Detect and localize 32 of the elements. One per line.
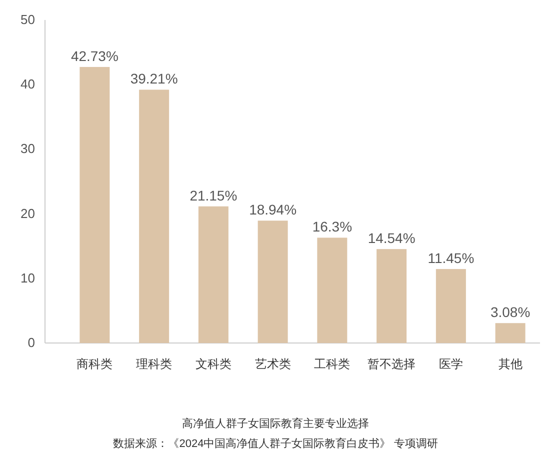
y-tick-label: 10	[20, 270, 35, 286]
data-label: 14.54%	[368, 230, 416, 246]
bar	[317, 238, 348, 343]
x-tick-label: 其他	[498, 357, 522, 371]
y-tick-label: 50	[20, 12, 35, 27]
data-label: 39.21%	[130, 70, 178, 87]
bar	[258, 220, 288, 343]
x-tick-label: 商科类	[76, 357, 113, 371]
data-label: 18.94%	[249, 202, 297, 218]
y-tick-label: 20	[20, 206, 35, 221]
y-tick-label: 40	[20, 76, 35, 92]
data-label: 11.45%	[428, 250, 474, 266]
text: 高净值人群子女国际教育主要专业选择	[182, 417, 369, 430]
y-tick-label: 30	[20, 141, 35, 156]
x-tick-label: 医学	[438, 357, 463, 371]
x-tick-label: 艺术类	[254, 357, 291, 371]
x-tick-label: 理科类	[136, 357, 172, 371]
x-tick-label: 文科类	[195, 357, 232, 371]
data-label: 3.08%	[490, 304, 530, 320]
bar	[376, 249, 407, 343]
bar	[495, 323, 526, 343]
source-note: 数据来源：《2024中国高净值人群子女国际教育白皮书》 专项调研	[113, 437, 438, 450]
data-label: 42.73%	[70, 48, 118, 64]
y-tick-label: 0	[28, 335, 35, 350]
bar	[80, 66, 110, 343]
data-label: 16.3%	[312, 218, 352, 235]
data-label: 21.15%	[190, 187, 238, 204]
x-tick-label: 暂不选择	[368, 357, 416, 371]
bar	[198, 206, 228, 343]
bar	[436, 269, 466, 343]
bar	[139, 90, 170, 343]
x-tick-label: 工科类	[314, 357, 350, 371]
